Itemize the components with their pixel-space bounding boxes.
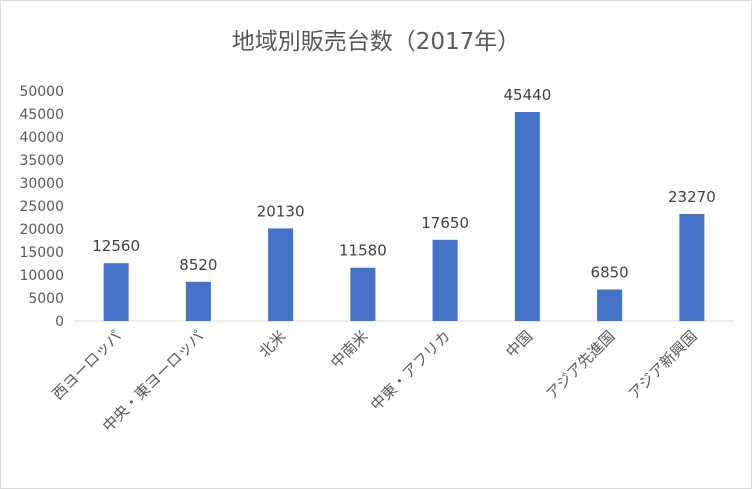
category-label: 中国: [502, 327, 536, 361]
data-label: 6850: [591, 263, 629, 281]
y-tick-label: 5000: [28, 291, 64, 307]
category-label: アジア新興国: [625, 327, 701, 403]
data-label: 8520: [179, 256, 217, 274]
y-tick-label: 45000: [19, 107, 64, 123]
y-tick-label: 20000: [19, 222, 64, 238]
category-label: 北米: [256, 327, 290, 361]
category-label: 西ヨーロッパ: [49, 327, 125, 403]
bar[interactable]: [268, 228, 294, 321]
y-tick-label: 35000: [19, 153, 64, 169]
data-label: 11580: [339, 242, 387, 260]
y-tick-label: 40000: [19, 130, 64, 146]
y-tick-label: 0: [55, 314, 64, 330]
bar[interactable]: [514, 111, 540, 321]
bar[interactable]: [103, 263, 129, 321]
category-label: アジア先進国: [543, 327, 619, 403]
bar[interactable]: [350, 267, 376, 321]
bar[interactable]: [185, 281, 211, 321]
bar[interactable]: [679, 213, 705, 321]
bar[interactable]: [597, 289, 623, 321]
y-tick-label: 25000: [19, 199, 64, 215]
chart-title: 地域別販売台数（2017年）: [231, 29, 521, 55]
data-label: 20130: [257, 202, 305, 220]
y-tick-label: 15000: [19, 245, 64, 261]
data-label: 12560: [92, 237, 140, 255]
category-label: 中南米: [327, 327, 372, 372]
category-label: 中東・アフリカ: [367, 327, 454, 414]
y-tick-label: 50000: [19, 84, 64, 100]
bar[interactable]: [432, 239, 458, 321]
y-tick-label: 10000: [19, 268, 64, 284]
y-tick-label: 30000: [19, 176, 64, 192]
data-label: 23270: [668, 188, 716, 206]
data-label: 45440: [504, 86, 552, 104]
data-label: 17650: [421, 214, 469, 232]
